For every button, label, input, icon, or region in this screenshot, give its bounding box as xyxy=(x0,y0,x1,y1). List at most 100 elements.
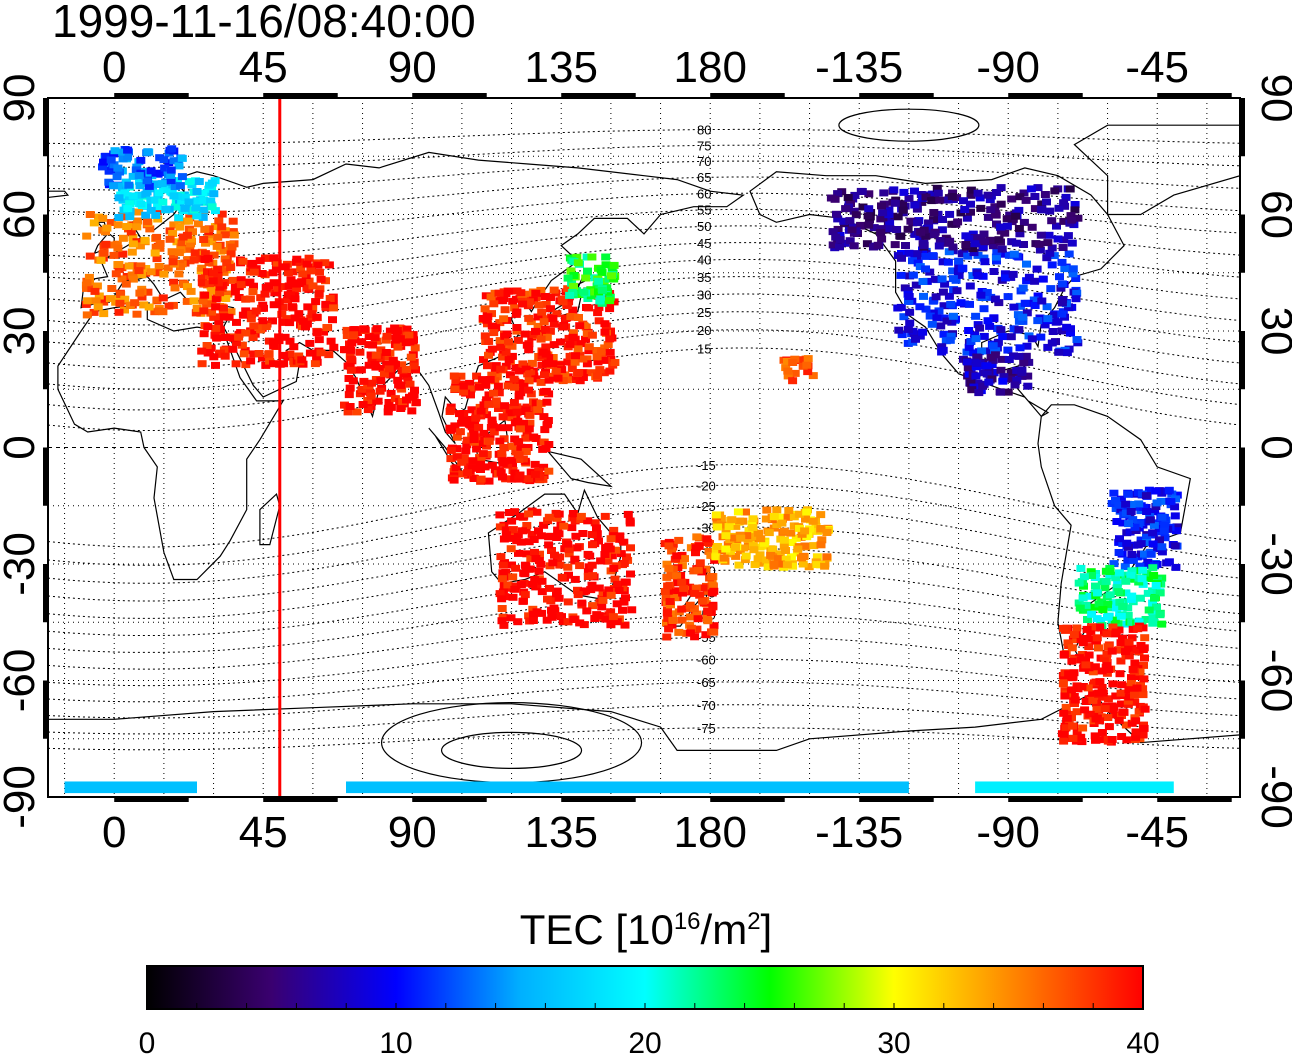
tec-pixel xyxy=(153,269,163,277)
tec-pixel xyxy=(1092,705,1102,713)
tec-pixel xyxy=(218,265,228,273)
tec-pixel xyxy=(1077,683,1087,691)
tec-pixel xyxy=(94,292,104,300)
tec-pixel xyxy=(677,616,687,624)
tec-pixel xyxy=(381,349,391,356)
mag-contour xyxy=(48,704,1240,735)
tec-pixel xyxy=(1130,698,1140,706)
tec-pixel xyxy=(220,334,230,341)
tec-pixel xyxy=(343,408,353,416)
tec-pixel xyxy=(1015,302,1025,310)
tec-pixel xyxy=(1099,654,1109,662)
tec-pixel xyxy=(605,367,615,375)
tec-pixel xyxy=(932,314,942,322)
tec-pixel xyxy=(524,346,534,354)
tec-pixel xyxy=(1115,535,1124,543)
tec-pixel xyxy=(501,531,511,539)
tec-pixel xyxy=(169,221,179,229)
tec-pixel xyxy=(963,364,973,372)
tec-pixel xyxy=(690,589,700,597)
tec-pixel xyxy=(894,326,904,334)
tec-pixel xyxy=(921,252,931,260)
tec-pixel xyxy=(81,300,91,308)
tec-pixel xyxy=(455,428,465,436)
tec-pixel xyxy=(238,257,248,265)
tec-pixel xyxy=(973,379,983,387)
tec-pixel xyxy=(947,193,957,200)
tec-pixel xyxy=(1045,207,1055,215)
tec-pixel xyxy=(1123,556,1133,564)
tec-pixel xyxy=(1160,521,1170,529)
tec-pixel xyxy=(965,282,975,290)
tec-pixel xyxy=(513,417,523,425)
tec-pixel xyxy=(197,274,207,282)
tec-pixel xyxy=(857,188,867,195)
tec-pixel xyxy=(206,197,216,205)
tec-pixel xyxy=(545,584,554,592)
tec-pixel xyxy=(1062,323,1072,331)
tec-pixel xyxy=(985,236,995,244)
contour-label: 65 xyxy=(697,170,711,185)
tec-pixel xyxy=(247,259,257,267)
tec-pixel xyxy=(756,535,766,543)
tec-pixel xyxy=(484,400,494,408)
tec-pixel xyxy=(614,587,624,594)
tec-pixel xyxy=(546,294,555,301)
tec-pixel xyxy=(514,549,523,557)
tec-pixel xyxy=(1042,198,1051,206)
tec-pixel xyxy=(858,203,868,211)
tec-pixel xyxy=(1018,284,1028,292)
tec-pixel xyxy=(122,273,132,280)
tec-pixel xyxy=(560,371,570,379)
tec-pixel xyxy=(272,259,282,267)
tec-pixel xyxy=(991,253,1001,261)
tec-pixel xyxy=(1157,489,1167,497)
tec-pixel xyxy=(405,338,415,346)
tec-pixel xyxy=(938,288,948,296)
tec-pixel xyxy=(146,196,156,204)
contour-label: -60 xyxy=(697,652,716,667)
tec-pixel xyxy=(120,189,130,197)
tec-pixel xyxy=(847,226,857,234)
tec-pixel xyxy=(904,293,914,300)
tec-pixel xyxy=(531,289,541,297)
tec-pixel xyxy=(545,327,555,335)
tec-pixel xyxy=(241,329,251,337)
tec-pixel xyxy=(533,322,543,330)
tec-pixel xyxy=(1127,592,1137,600)
tec-pixel xyxy=(165,235,175,243)
tec-pixel xyxy=(627,606,637,614)
tec-pixel xyxy=(458,413,468,421)
tec-pixel xyxy=(978,272,988,280)
tec-pixel xyxy=(884,206,894,214)
tec-pixel xyxy=(1102,662,1112,670)
tec-pixel xyxy=(496,553,506,561)
tec-pixel xyxy=(701,631,711,639)
tec-pixel xyxy=(788,377,798,385)
tec-pixel xyxy=(563,358,573,366)
coastline xyxy=(57,303,285,581)
tec-pixel xyxy=(845,217,855,225)
tec-pixel xyxy=(237,341,247,349)
tec-pixel xyxy=(1095,678,1105,686)
tec-pixel xyxy=(522,341,532,349)
tec-pixel xyxy=(217,223,227,231)
tec-pixel xyxy=(489,389,498,397)
tec-pixel xyxy=(1127,674,1136,682)
contour-label: 55 xyxy=(697,203,711,218)
tec-pixel xyxy=(570,517,580,525)
tec-pixel xyxy=(479,429,489,437)
tec-pixel xyxy=(1007,195,1017,203)
tec-pixel xyxy=(1100,584,1110,592)
coastline xyxy=(259,492,281,546)
tec-region-scandinavia xyxy=(98,145,187,191)
tec-pixel xyxy=(490,367,500,375)
tec-pixel xyxy=(127,271,137,279)
tec-pixel xyxy=(781,555,791,563)
tec-pixel xyxy=(1009,303,1019,311)
tec-pixel xyxy=(1122,539,1132,547)
tec-pixel xyxy=(849,242,859,250)
tec-pixel xyxy=(1072,624,1082,632)
tec-pixel xyxy=(496,365,506,373)
lon-tick-label-top: 180 xyxy=(674,43,747,92)
